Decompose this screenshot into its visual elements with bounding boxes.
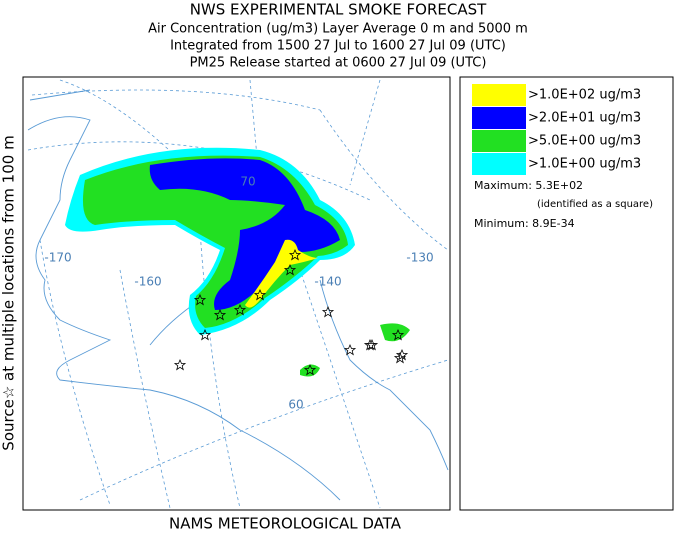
legend-label: >5.0E+00 ug/m3	[528, 134, 641, 149]
map-label: -170	[44, 251, 71, 265]
map-label: -130	[406, 251, 433, 265]
subtitle: PM25 Release started at 0600 27 Jul 09 (…	[190, 56, 487, 71]
graticule	[27, 79, 449, 509]
map-label: 60	[288, 398, 303, 412]
plume-4	[245, 239, 318, 308]
legend-label: >1.0E+02 ug/m3	[528, 88, 641, 103]
title: NWS EXPERIMENTAL SMOKE FORECAST	[190, 1, 487, 19]
source-markers	[173, 249, 408, 375]
legend-swatch	[472, 84, 526, 106]
legend-label: >1.0E+00 ug/m3	[528, 157, 641, 172]
maximum: Maximum: 5.3E+02	[474, 179, 583, 192]
legend-swatch	[472, 130, 526, 152]
legend-label: >2.0E+01 ug/m3	[528, 111, 641, 126]
legend-swatch	[472, 107, 526, 129]
coastline	[27, 89, 449, 501]
minimum: Minimum: 8.9E-34	[474, 217, 575, 230]
subtitle: Air Concentration (ug/m3) Layer Average …	[148, 22, 528, 37]
plume-5	[300, 323, 410, 377]
map-label: -160	[134, 275, 161, 289]
maximum-note: (identified as a square)	[537, 199, 653, 210]
plume-3	[149, 158, 340, 310]
map	[22, 76, 451, 511]
side-label: Source☆ at multiple locations from 100 m	[0, 135, 18, 450]
map-label: -140	[314, 275, 341, 289]
legend-swatch	[472, 153, 526, 175]
subtitle: Integrated from 1500 27 Jul to 1600 27 J…	[170, 39, 506, 54]
map-label: 70	[240, 175, 255, 189]
footer: NAMS METEOROLOGICAL DATA	[169, 515, 402, 533]
